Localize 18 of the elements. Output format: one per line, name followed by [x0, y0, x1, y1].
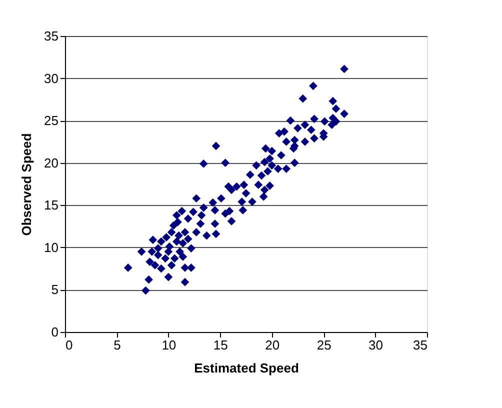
x-tick-label: 10 [162, 338, 176, 352]
x-tick-label: 5 [114, 338, 121, 352]
x-tick-label: 0 [66, 338, 73, 352]
x-tick-label: 25 [316, 338, 332, 352]
x-axis-title: Estimated Speed [194, 360, 299, 376]
y-tick-label: 30 [44, 70, 58, 86]
y-tick-label: 20 [44, 155, 58, 170]
y-tick-label: 0 [51, 324, 58, 340]
y-axis-title: Observed Speed [19, 133, 34, 236]
x-tick-label: 20 [265, 338, 280, 352]
y-tick-label: 5 [51, 282, 58, 298]
y-tick-label: 10 [44, 240, 58, 255]
x-tick-label: 30 [368, 338, 384, 352]
x-tick-label: 35 [413, 338, 428, 352]
x-tick-label: 15 [213, 338, 228, 352]
y-tick-label: 25 [44, 113, 58, 128]
y-tick-label: 15 [44, 198, 58, 213]
y-tick-label: 35 [44, 28, 58, 44]
